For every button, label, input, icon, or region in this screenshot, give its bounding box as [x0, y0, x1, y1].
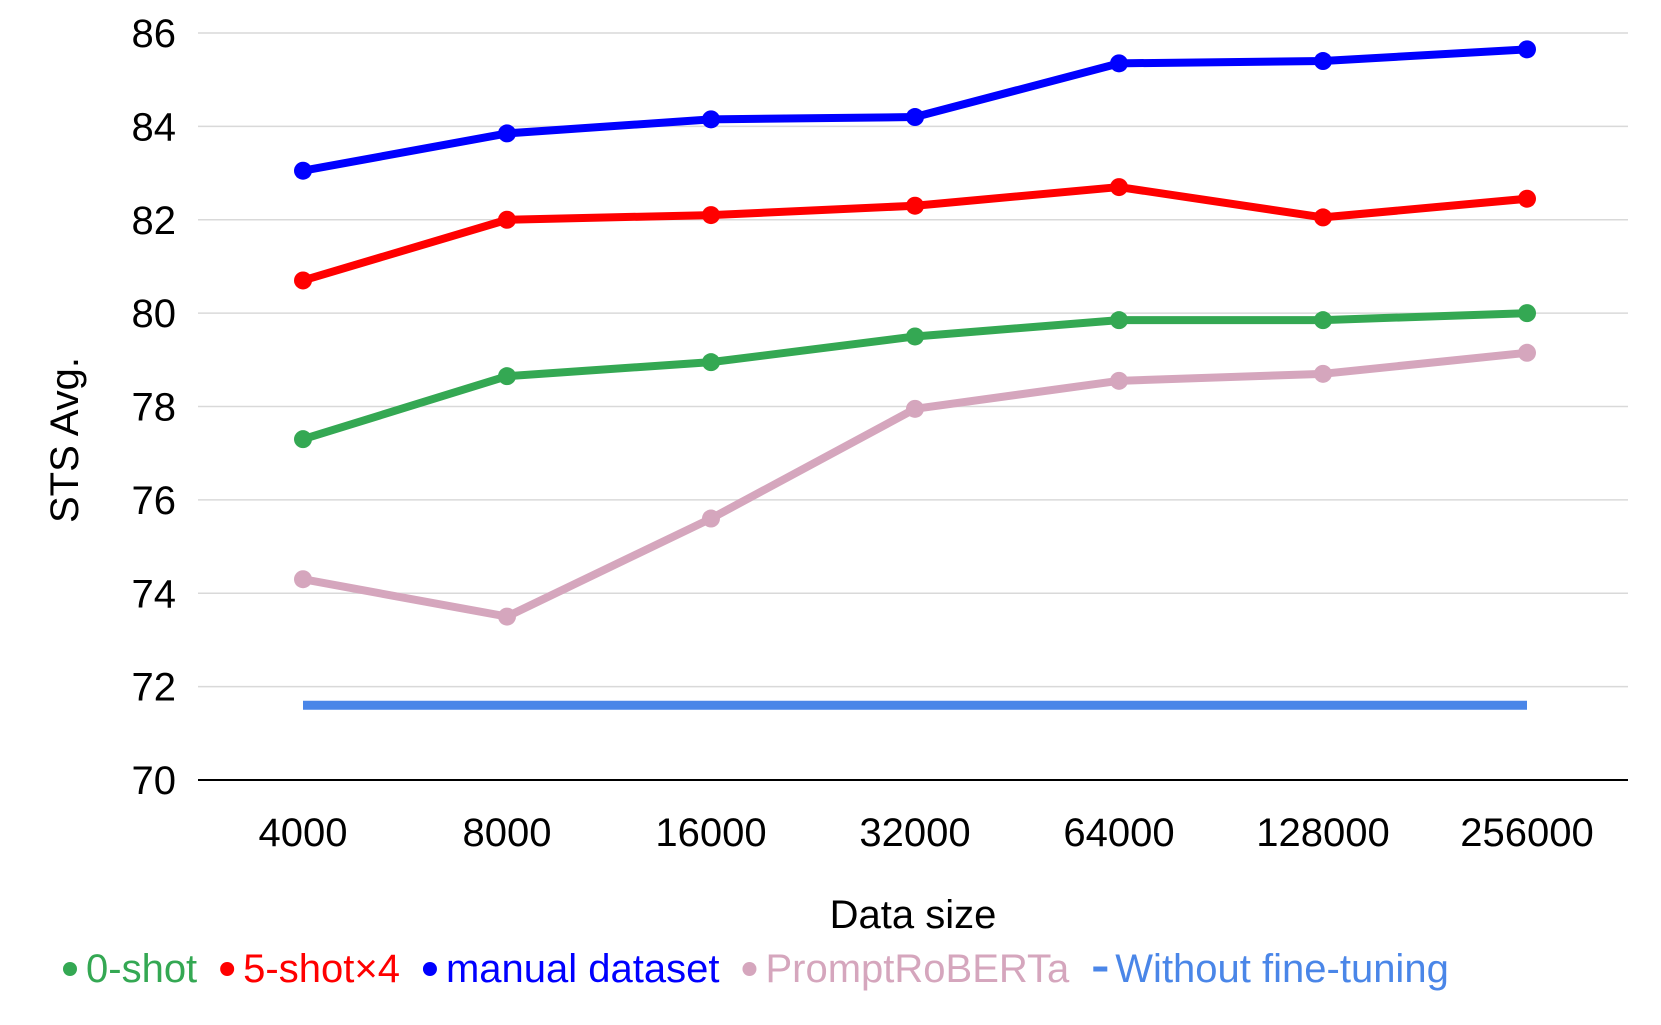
x-tick-label: 256000: [1460, 811, 1593, 855]
y-axis-ticks: 70 72 74 76 78 80 82 84 86: [132, 12, 177, 803]
y-tick-label: 86: [132, 12, 177, 56]
legend-item-5-shot-4: 5-shot×4: [220, 947, 400, 991]
data-point: [906, 108, 924, 127]
data-point: [1518, 343, 1536, 362]
data-point: [1518, 40, 1536, 59]
legend-label: 0-shot: [86, 947, 197, 991]
data-point: [498, 124, 516, 143]
x-tick-label: 128000: [1256, 811, 1389, 855]
x-tick-label: 32000: [859, 811, 970, 855]
legend-label: PromptRoBERTa: [765, 947, 1070, 991]
y-tick-label: 74: [132, 572, 177, 616]
data-point: [906, 399, 924, 418]
series-0-shot: [294, 304, 1536, 449]
y-axis-label: STS Avg.: [43, 357, 87, 523]
series-line: [299, 348, 1531, 621]
legend-item-0-shot: 0-shot: [63, 947, 197, 991]
y-tick-label: 84: [132, 105, 177, 149]
data-point: [1314, 311, 1332, 330]
data-point: [1314, 364, 1332, 383]
data-point: [1518, 304, 1536, 323]
data-point: [906, 196, 924, 215]
legend-marker: [742, 962, 757, 976]
data-point: [702, 509, 720, 528]
x-tick-label: 64000: [1063, 811, 1174, 855]
data-point: [702, 353, 720, 372]
data-point: [702, 110, 720, 129]
y-tick-label: 70: [132, 759, 177, 803]
legend-label: Without fine-tuning: [1115, 947, 1449, 991]
y-tick-label: 78: [132, 386, 177, 430]
data-point: [294, 430, 312, 449]
series-manual-dataset: [294, 40, 1536, 180]
data-point: [1110, 178, 1128, 197]
x-axis-ticks: 4000 8000 16000 32000 64000 128000 256000: [259, 811, 1594, 855]
legend-marker: [422, 962, 437, 976]
legend-item-without-fine-tuning: Without fine-tuning: [1093, 947, 1449, 991]
legend-marker: [220, 962, 235, 976]
legend-item-promptroberta: PromptRoBERTa: [742, 947, 1070, 991]
series-5-shot-4: [294, 178, 1536, 290]
x-tick-label: 16000: [655, 811, 766, 855]
data-point: [1314, 208, 1332, 227]
y-tick-label: 72: [132, 666, 177, 710]
legend-label: 5-shot×4: [243, 947, 400, 991]
data-point: [294, 161, 312, 180]
data-point: [906, 327, 924, 346]
data-point: [1110, 371, 1128, 390]
x-tick-label: 8000: [463, 811, 552, 855]
data-point: [1110, 311, 1128, 330]
data-point: [1518, 189, 1536, 208]
data-point: [1110, 54, 1128, 73]
data-point: [498, 607, 516, 626]
data-point: [294, 271, 312, 290]
data-point: [1314, 52, 1332, 71]
data-point: [294, 570, 312, 589]
series-promptroberta: [294, 343, 1536, 626]
x-axis-label: Data size: [830, 893, 997, 937]
series-layer: [294, 40, 1536, 710]
data-point: [498, 210, 516, 229]
legend-item-manual-dataset: manual dataset: [422, 947, 720, 991]
legend-marker: [63, 962, 77, 976]
x-tick-label: 4000: [259, 811, 348, 855]
legend: 0-shot 5-shot×4 manual dataset PromptRoBERT…: [63, 947, 1449, 991]
y-tick-label: 80: [132, 292, 177, 336]
data-point: [702, 206, 720, 225]
y-tick-label: 76: [132, 479, 177, 523]
legend-label: manual dataset: [446, 947, 720, 991]
y-tick-label: 82: [132, 199, 177, 243]
data-point: [498, 367, 516, 386]
